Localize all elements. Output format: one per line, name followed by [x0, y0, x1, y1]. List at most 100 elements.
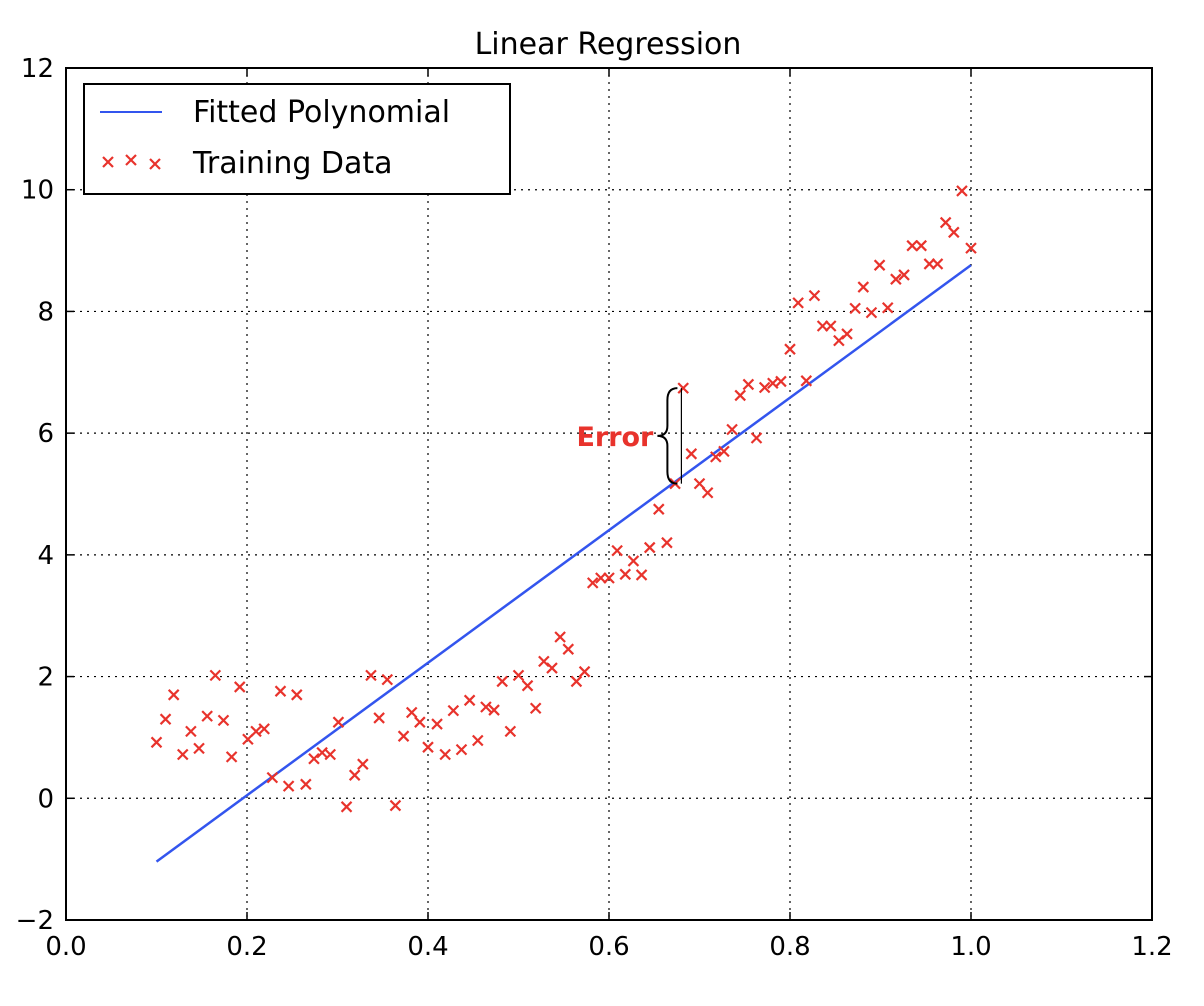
training-data-point	[300, 778, 312, 791]
marker-stroke	[512, 669, 525, 682]
marker-stroke	[586, 577, 599, 589]
marker-stroke	[562, 643, 575, 655]
marker-stroke	[956, 185, 968, 197]
training-data-point	[266, 771, 279, 784]
training-data-point	[841, 328, 853, 340]
training-data-point	[554, 631, 566, 643]
marker-stroke	[939, 216, 952, 229]
marker-stroke	[176, 748, 189, 761]
training-data-point	[808, 289, 821, 302]
marker-stroke	[488, 704, 500, 716]
training-data-point	[824, 320, 837, 332]
marker-stroke	[750, 432, 763, 444]
training-data-point	[159, 713, 172, 725]
training-data-point	[150, 736, 163, 749]
training-data-point	[849, 302, 861, 315]
training-data-point	[258, 723, 270, 735]
legend-label-fitted-polynomial: Fitted Polynomial	[193, 95, 450, 130]
training-data-point	[422, 741, 434, 753]
marker-stroke	[340, 801, 353, 813]
training-data-point	[308, 752, 320, 765]
training-data-point	[800, 375, 813, 387]
marker-stroke	[431, 718, 443, 730]
training-data-point	[915, 239, 928, 252]
marker-stroke	[324, 748, 337, 761]
training-data-point	[389, 799, 402, 812]
training-data-point	[365, 669, 377, 682]
marker-stroke	[890, 273, 902, 285]
training-data-point	[965, 242, 977, 254]
marker-stroke	[677, 382, 689, 394]
training-data-point	[373, 712, 385, 724]
legend-box	[83, 83, 511, 195]
training-data-point	[340, 801, 353, 813]
training-data-point	[233, 681, 246, 693]
marker-stroke	[414, 716, 426, 728]
marker-stroke	[282, 780, 295, 792]
marker-stroke	[546, 662, 558, 674]
training-data-point	[546, 662, 558, 674]
legend: Fitted Polynomial Training Data	[83, 83, 511, 195]
marker-stroke	[397, 730, 410, 742]
marker-stroke	[225, 751, 238, 763]
marker-stroke	[439, 748, 451, 761]
marker-stroke	[102, 156, 114, 168]
x-tick-label: 0.6	[588, 932, 629, 962]
training-data-point	[193, 742, 205, 755]
training-data-point	[290, 689, 303, 701]
training-data-point	[661, 536, 673, 549]
training-data-point	[758, 381, 771, 394]
training-data-point	[627, 555, 640, 567]
fitted-polynomial-line	[155, 264, 972, 863]
training-data-point	[217, 714, 230, 727]
training-data-point	[405, 706, 418, 719]
training-data-point	[685, 448, 698, 460]
training-data-point	[480, 701, 492, 713]
marker-stroke	[554, 631, 566, 643]
marker-stroke	[652, 503, 665, 515]
training-data-point	[488, 704, 500, 716]
training-data-point	[176, 748, 189, 761]
marker-stroke	[915, 239, 928, 252]
training-data-point	[586, 577, 599, 589]
marker-stroke	[881, 301, 894, 314]
marker-stroke	[570, 675, 583, 688]
marker-stroke	[784, 343, 796, 355]
marker-stroke	[167, 689, 180, 701]
annotation-layer: Error	[576, 387, 683, 485]
training-data-point	[611, 544, 623, 557]
plot-frame	[65, 67, 1153, 921]
training-data-point	[414, 716, 426, 728]
marker-stroke	[873, 259, 886, 271]
marker-stroke	[266, 771, 279, 784]
marker-stroke	[373, 712, 385, 724]
marker-stroke	[538, 655, 550, 668]
training-data-point	[718, 445, 730, 458]
training-data-point	[857, 281, 870, 293]
marker-stroke	[290, 689, 303, 701]
training-data-point	[463, 694, 476, 707]
legend-marker-swatch	[102, 154, 161, 170]
marker-stroke	[496, 675, 508, 688]
chart-title: Linear Regression	[475, 27, 742, 62]
training-data-point	[643, 541, 656, 554]
training-data-point	[881, 301, 894, 314]
training-data-point	[225, 751, 238, 763]
training-data-point	[948, 226, 960, 239]
marker-stroke	[718, 445, 730, 458]
y-tick-label: 6	[37, 419, 54, 449]
marker-stroke	[405, 706, 418, 719]
marker-stroke	[685, 448, 698, 460]
training-data-point	[512, 669, 525, 682]
training-data-point	[603, 572, 615, 584]
y-tick-label: 0	[37, 784, 54, 814]
training-data-point	[201, 710, 213, 722]
training-data-point	[865, 306, 878, 319]
y-tick-label: 4	[37, 541, 54, 571]
marker-stroke	[792, 297, 804, 309]
training-data-point	[167, 689, 180, 701]
marker-stroke	[480, 701, 492, 713]
training-data-point	[431, 718, 443, 730]
training-data-point	[775, 375, 787, 388]
